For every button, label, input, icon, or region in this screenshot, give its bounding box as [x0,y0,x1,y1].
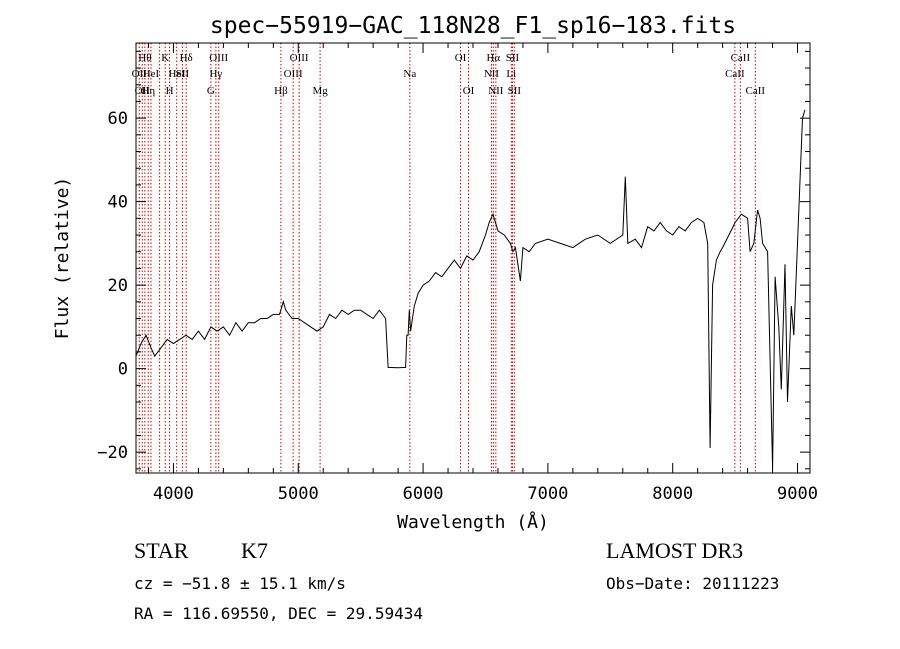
x-tick-label: 7000 [527,484,568,504]
spectral-line-label: G [207,85,215,97]
spectral-line-label: NII [488,85,504,97]
spectral-line-label: Hη [141,85,155,97]
spectral-line-label: Hβ [274,85,288,97]
spectral-line-label: HeI [168,68,185,80]
spectral-line-label: OIII [290,52,309,64]
y-axis-label: Flux (relative) [52,177,73,340]
spectral-line-label: OI [463,85,475,97]
spectral-line-label: OI [455,52,467,64]
spectral-line-label: Hδ [180,52,193,64]
spectral-line-label: HeI [143,68,160,80]
y-tick-label: 0 [118,360,128,380]
object-class: STAR [134,538,189,563]
spectral-line-label: SII [506,52,520,64]
spectral-line-label: Li [506,68,516,80]
spectral-line-label: Hα [486,52,500,64]
chart-title: spec−55919−GAC_118N28_F1_sp16−183.fits [210,13,736,39]
redshift-velocity: cz = −51.8 ± 15.1 km/s [134,574,346,593]
spectral-line-label: OII [135,85,151,97]
spectral-line-markers [138,43,756,473]
x-tick-label: 5000 [278,484,319,504]
spectral-line-label: SII [176,68,190,80]
y-tick-label: −20 [97,443,128,463]
spectral-line-label: CaII [725,68,745,80]
y-tick-label: 20 [108,276,128,296]
spectral-line-label: OIII [284,68,303,80]
x-tick-label: 9000 [777,484,818,504]
coordinates: RA = 116.69550, DEC = 29.59434 [134,604,423,623]
x-tick-label: 4000 [153,484,194,504]
spectral-line-labels: OIIOIIHθHηHeIKHHeISIIHδGHγOIIIHβOIIIOIII… [132,52,766,97]
y-tick-label: 60 [108,109,128,129]
x-tick-label: 6000 [403,484,444,504]
spectral-line-label: K [161,52,169,64]
plot-frame [135,42,811,474]
spectral-line-label: Hγ [209,68,222,80]
spectral-line-label: CaII [746,85,766,97]
spectral-line-label: NII [484,68,500,80]
spectral-line-label: Mg [312,85,328,97]
survey-name: LAMOST DR3 [606,538,743,563]
spectral-line-label: CaII [731,52,751,64]
spectral-line-label: H [166,85,174,97]
x-axis-label: Wavelength (Å) [397,511,549,533]
spectrum-series-line [135,109,806,469]
spectral-line-label: Hθ [138,52,151,64]
x-axis-ticks: 4000 5000 6000 7000 8000 9000 [147,43,818,504]
spectral-line-label: SII [508,85,522,97]
spectral-line-label: Na [403,68,416,80]
observation-date: Obs−Date: 20111223 [606,574,779,593]
x-tick-label: 8000 [652,484,693,504]
y-axis-ticks: −20 0 20 40 60 [97,50,810,470]
spectral-line-label: OIII [209,52,228,64]
y-tick-label: 40 [108,193,128,213]
object-subclass: K7 [241,538,268,563]
